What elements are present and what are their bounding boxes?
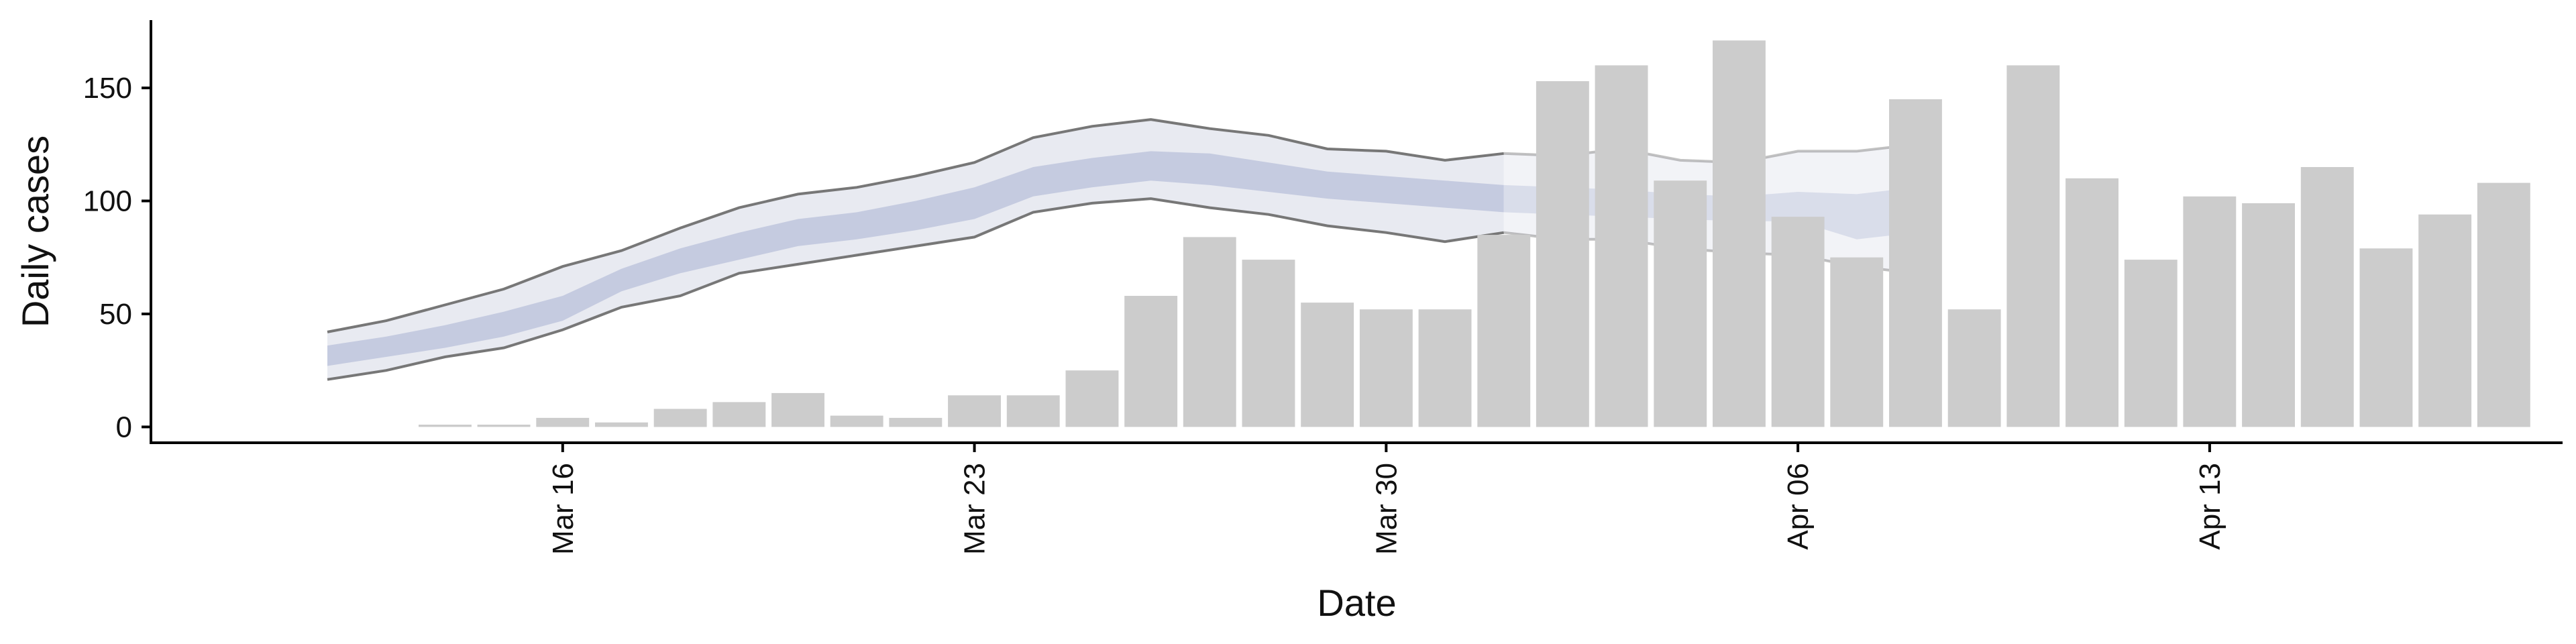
bar-2020-04-17: [2418, 214, 2472, 427]
bar-2020-03-25: [1065, 370, 1119, 427]
y-tick-label: 100: [83, 185, 132, 218]
bar-2020-03-21: [830, 415, 883, 427]
bar-2020-04-18: [2477, 182, 2530, 427]
bar-2020-04-03: [1595, 65, 1648, 427]
bar-2020-03-18: [653, 409, 707, 427]
bar-layer: [419, 40, 2530, 427]
bar-2020-03-20: [771, 392, 824, 427]
bar-2020-03-15: [477, 425, 531, 427]
bar-2020-04-12: [2124, 260, 2178, 427]
bar-2020-04-10: [2006, 65, 2060, 427]
bar-2020-04-09: [1947, 309, 2001, 427]
y-tick-layer: 0 50 100 150: [83, 72, 151, 443]
bar-2020-04-05: [1713, 40, 1766, 427]
bar-2020-03-29: [1301, 303, 1354, 427]
x-tick-label: Apr 06: [1782, 463, 1815, 550]
bar-2020-03-24: [1006, 395, 1060, 427]
axis-layer: [150, 20, 2563, 444]
x-tick-label: Mar 30: [1370, 463, 1403, 555]
bar-2020-03-14: [419, 425, 472, 427]
x-tick-label: Mar 23: [959, 463, 991, 555]
bar-2020-04-02: [1536, 81, 1589, 427]
bar-2020-03-27: [1183, 237, 1236, 427]
bar-2020-04-13: [2183, 196, 2237, 427]
bar-2020-04-01: [1477, 235, 1531, 427]
bar-2020-04-15: [2300, 167, 2354, 427]
y-tick-label: 150: [83, 72, 132, 105]
x-tick-label: Apr 13: [2194, 463, 2226, 550]
y-tick-label: 50: [99, 298, 132, 331]
bar-2020-04-07: [1830, 257, 1884, 427]
bar-2020-03-16: [536, 417, 590, 427]
bar-2020-04-06: [1771, 217, 1825, 427]
fitted-inner-band: [327, 151, 1504, 366]
bar-2020-03-17: [595, 422, 648, 427]
x-axis-title: Date: [1317, 582, 1396, 624]
bar-2020-03-28: [1242, 260, 1295, 427]
bar-2020-04-08: [1889, 99, 1942, 427]
x-tick-label: Mar 16: [547, 463, 580, 555]
x-tick-layer: Mar 16 Mar 23 Mar 30 Apr 06 Apr 13: [547, 443, 2226, 555]
y-axis-title: Daily cases: [14, 136, 56, 327]
bar-2020-03-22: [889, 417, 943, 427]
bar-2020-04-11: [2065, 178, 2118, 427]
bar-2020-03-26: [1124, 296, 1178, 427]
bar-2020-04-16: [2359, 248, 2413, 427]
fitted-upper-line: [327, 118, 1504, 333]
bar-2020-03-23: [948, 395, 1001, 427]
fitted-lower-line: [327, 197, 1505, 381]
y-tick-label: 0: [116, 411, 132, 443]
bar-2020-04-14: [2242, 203, 2295, 427]
bar-2020-04-04: [1654, 180, 1707, 427]
bar-2020-03-30: [1359, 309, 1413, 427]
bar-2020-03-19: [712, 402, 766, 427]
bar-2020-03-31: [1418, 309, 1472, 427]
